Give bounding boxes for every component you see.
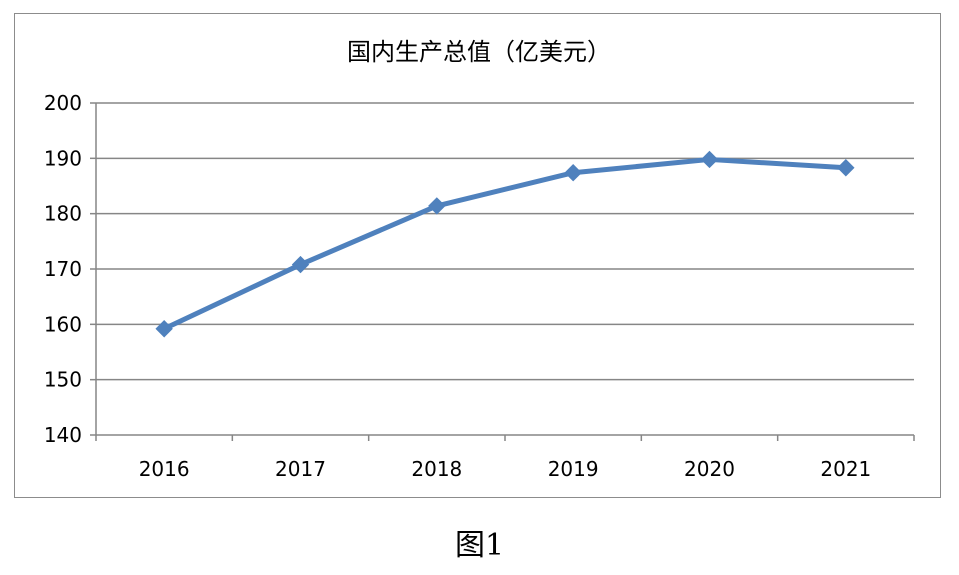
data-point	[700, 150, 719, 169]
data-point	[428, 197, 446, 215]
figure-caption: 图1	[454, 528, 505, 563]
x-tick-label: 2019	[548, 457, 599, 481]
x-tick-label: 2016	[139, 457, 190, 481]
x-tick-label: 2017	[275, 457, 326, 481]
y-tick-label: 160	[44, 312, 82, 336]
series-line	[161, 156, 849, 332]
data-point	[291, 255, 310, 274]
y-tick-label: 200	[44, 91, 82, 115]
data-point	[564, 164, 582, 182]
x-tick-labels: 2016 2017 2018 2019 2020 2021	[139, 457, 872, 481]
data-point	[155, 320, 173, 338]
chart-frame	[14, 13, 941, 498]
series-layer	[155, 150, 855, 338]
axes	[90, 102, 915, 441]
x-tick-label: 2021	[820, 457, 871, 481]
x-tick-label: 2018	[411, 457, 462, 481]
data-point	[837, 159, 855, 177]
y-tick-label: 180	[44, 202, 82, 226]
x-tick-label: 2020	[684, 457, 735, 481]
y-tick-label: 140	[44, 423, 82, 447]
gridlines	[96, 102, 914, 381]
chart-title: 国内生产总值（亿美元）	[347, 38, 611, 66]
y-tick-label: 190	[44, 146, 82, 170]
y-tick-labels: 140 150 160 170 180 190 200	[44, 91, 82, 447]
y-tick-label: 170	[44, 257, 82, 281]
y-tick-label: 150	[44, 368, 82, 392]
